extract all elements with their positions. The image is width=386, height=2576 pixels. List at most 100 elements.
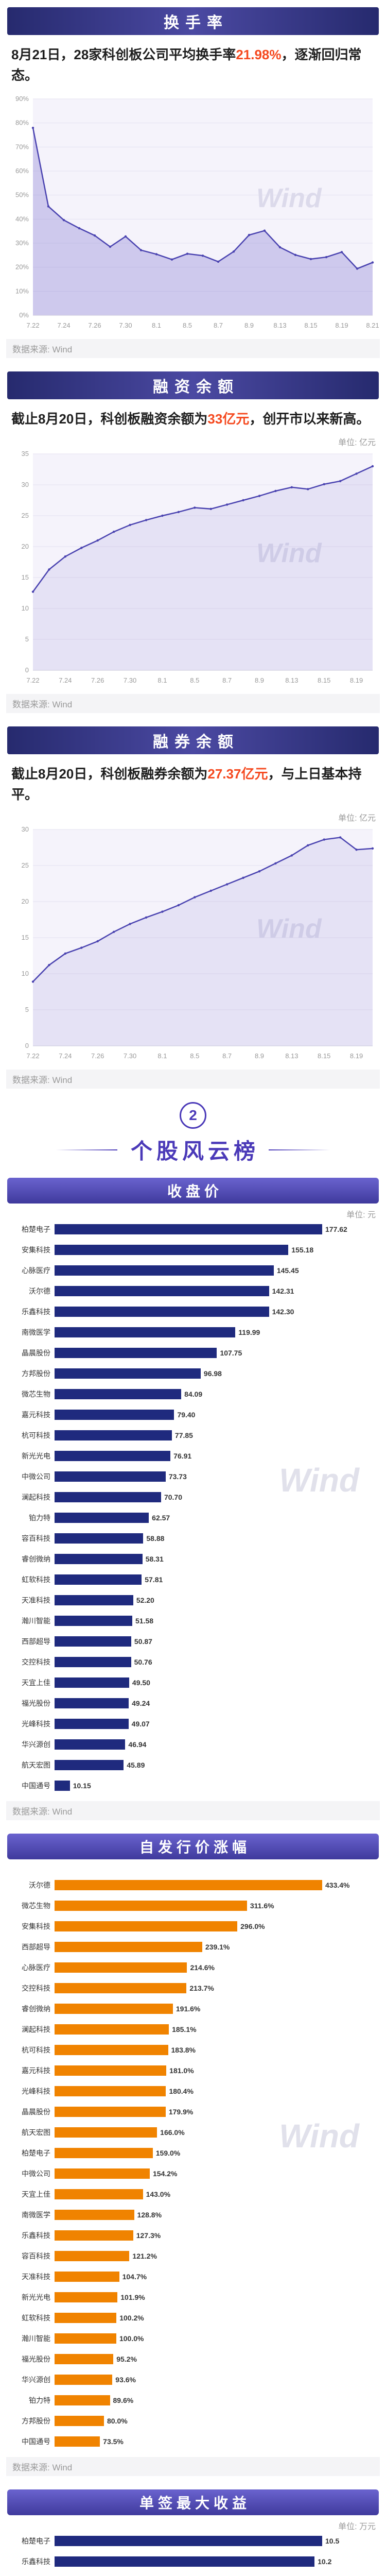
- x-tick-label: 7.24: [57, 321, 70, 329]
- bar-row: 睿创微纳 191.6%: [6, 1998, 380, 2019]
- data-point: [48, 964, 50, 967]
- data-point: [355, 472, 358, 475]
- bar-row: 铂力特 89.6%: [6, 2390, 380, 2411]
- y-tick-label: 10: [22, 604, 29, 612]
- bar-label: 华兴源创: [22, 2376, 50, 2384]
- bar-row: 澜起科技 70.70: [6, 1487, 380, 1507]
- data-source: 数据来源: Wind: [6, 2457, 380, 2476]
- bar-value: 185.1%: [172, 2025, 197, 2033]
- bar-value: 10.15: [73, 1782, 91, 1790]
- bar-zone: 311.6%: [55, 1901, 380, 1911]
- bar-label: 天准科技: [22, 1596, 50, 1604]
- bar-row: 铂力特 62.57: [6, 1507, 380, 1528]
- bar: [55, 2416, 104, 2426]
- x-tick-label: 8.13: [273, 321, 286, 329]
- bar-value: 10.5: [325, 2537, 340, 2545]
- data-point: [124, 235, 127, 238]
- bar: [55, 1901, 247, 1911]
- bar-value: 100.0%: [119, 2334, 144, 2343]
- x-tick-label: 8.9: [255, 676, 264, 684]
- bar-row: 新光光电 76.91: [6, 1446, 380, 1466]
- bar-label: 柏楚电子: [22, 1225, 50, 1233]
- section-header-lending: 融券余额: [7, 726, 379, 754]
- x-tick-label: 8.15: [318, 1052, 330, 1060]
- bar-row: 华兴源创 46.94: [6, 1734, 380, 1755]
- data-point: [225, 503, 229, 506]
- data-point: [80, 946, 83, 949]
- y-tick-label: 70%: [15, 143, 29, 150]
- data-point: [258, 870, 261, 873]
- data-point: [145, 916, 148, 919]
- y-tick-label: 25: [22, 512, 29, 519]
- bar-zone: 119.99: [55, 1327, 380, 1337]
- bar-row: 虹软科技 57.81: [6, 1569, 380, 1590]
- bar-value: 101.9%: [120, 2293, 145, 2301]
- x-tick-label: 8.5: [190, 676, 199, 684]
- bar: [55, 1327, 236, 1337]
- bar-row: 嘉元科技 181.0%: [6, 2060, 380, 2081]
- x-tick-label: 8.21: [366, 321, 379, 329]
- bar: [55, 2127, 157, 2138]
- y-tick-label: 25: [22, 861, 29, 869]
- bar-value: 80.0%: [107, 2417, 128, 2425]
- bar: [55, 2107, 166, 2117]
- bar-value: 214.6%: [190, 1963, 215, 1972]
- bar-label: 新光光电: [22, 1452, 50, 1460]
- bar-value: 177.62: [325, 1225, 347, 1233]
- bar-row: 南微医学 128.8%: [6, 2205, 380, 2225]
- bar-zone: 76.91: [55, 1451, 380, 1461]
- section-header-max-profit: 单签最大收益: [7, 2489, 379, 2515]
- bar-value: 73.5%: [103, 2437, 124, 2446]
- bar-value: 77.85: [174, 1431, 193, 1439]
- stock-board-title: 个股风云榜: [130, 1139, 259, 1163]
- x-tick-label: 8.5: [183, 321, 192, 329]
- bar-row: 西部超导 50.87: [6, 1631, 380, 1652]
- bar: [55, 2272, 119, 2282]
- unit-label: 单位: 亿元: [338, 814, 376, 823]
- data-point: [109, 245, 112, 248]
- bar-zone: 79.40: [55, 1410, 380, 1420]
- data-point: [31, 980, 34, 983]
- bar-label: 安集科技: [22, 1246, 50, 1254]
- bar-label: 乐鑫科技: [22, 2231, 50, 2240]
- bar-value: 46.94: [128, 1740, 147, 1749]
- bar-zone: 10.5: [55, 2536, 380, 2546]
- bar-row: 西部超导 239.1%: [6, 1937, 380, 1957]
- bar-zone: 10.15: [55, 1781, 380, 1791]
- bar-label: 光峰科技: [22, 2087, 50, 2095]
- data-point: [356, 267, 359, 270]
- bar-zone: 101.9%: [55, 2292, 380, 2302]
- bar-value: 180.4%: [169, 2087, 194, 2095]
- bar-row: 中微公司 73.73: [6, 1466, 380, 1487]
- data-point: [64, 952, 67, 955]
- bar: [55, 1677, 129, 1688]
- bar-label: 心脉医疗: [22, 1266, 50, 1275]
- bar-label: 中国通号: [22, 1782, 50, 1790]
- bar: [55, 2210, 134, 2220]
- bar-value: 296.0%: [240, 1922, 265, 1930]
- bar-label: 乐鑫科技: [22, 2557, 50, 2566]
- desc-text: ，创开市以来新高。: [249, 411, 370, 427]
- bar: [55, 2168, 150, 2179]
- bar-zone: 77.85: [55, 1430, 380, 1440]
- plot-area: [33, 99, 373, 315]
- data-point: [78, 227, 81, 230]
- bar-row: 天宜上佳 143.0%: [6, 2184, 380, 2205]
- desc-text: 截止8月20日，科创板融资余额为: [11, 411, 208, 427]
- bar-value: 107.75: [220, 1349, 242, 1357]
- bar: [55, 1265, 274, 1276]
- x-tick-label: 8.13: [285, 1052, 298, 1060]
- bar-label: 杭可科技: [22, 1431, 50, 1439]
- bar-label: 睿创微纳: [22, 2005, 50, 2013]
- bar-value: 49.24: [132, 1699, 150, 1707]
- area-fill: [33, 837, 373, 1046]
- section-header-closing-price: 收盘价: [7, 1178, 379, 1204]
- unit-label: 单位: 元: [346, 1211, 376, 1219]
- wind-watermark: Wind: [256, 914, 322, 944]
- bar-zone: 155.18: [55, 1245, 380, 1255]
- bar-row: 安集科技 296.0%: [6, 1916, 380, 1937]
- bar-row: 晶晨股份 107.75: [6, 1343, 380, 1363]
- bar-row: 心脉医疗 145.45: [6, 1260, 380, 1281]
- bar-value: 121.2%: [132, 2252, 157, 2260]
